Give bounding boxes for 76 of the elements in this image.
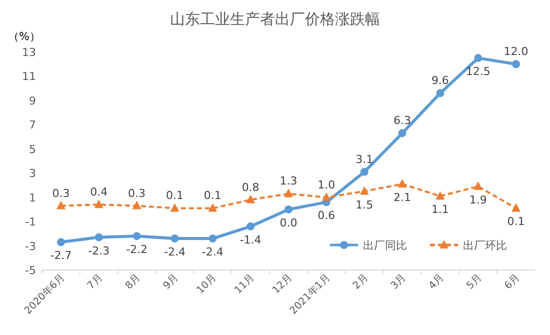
point — [94, 233, 103, 242]
data-label: 6.3 — [394, 114, 412, 128]
point — [436, 89, 444, 98]
point — [360, 186, 369, 195]
point — [360, 168, 368, 176]
y-axis-title: （%） — [8, 30, 40, 43]
x-tick-label: 5月 — [464, 272, 484, 292]
data-label: -1.4 — [240, 233, 262, 246]
point — [246, 194, 256, 204]
x-tick-label: 6月 — [502, 272, 522, 292]
point — [474, 54, 482, 62]
data-label: 3.1 — [356, 152, 374, 166]
data-label: 0.1 — [204, 189, 222, 202]
legend-label: 出厂环比 — [463, 239, 507, 252]
data-label: 9.6 — [431, 74, 449, 88]
y-tick-label: 3 — [29, 167, 36, 180]
data-label: 1.3 — [280, 174, 298, 188]
x-tick-label: 8月 — [124, 272, 143, 292]
data-label: 12.0 — [504, 45, 528, 58]
point — [56, 200, 66, 210]
x-tick-label: 10月 — [194, 272, 219, 296]
legend-label: 出厂同比 — [363, 239, 407, 252]
point — [284, 205, 292, 214]
data-label: -2.7 — [50, 249, 72, 262]
data-label: 0.4 — [90, 186, 108, 199]
data-label: 0.8 — [242, 180, 260, 194]
point — [246, 222, 255, 230]
data-label: 1.1 — [431, 203, 449, 216]
y-tick-label: -5 — [25, 264, 36, 277]
x-tick-label: 3月 — [389, 272, 408, 292]
y-tick-label: 1 — [29, 191, 36, 204]
point — [170, 234, 179, 243]
data-label: -2.3 — [88, 244, 110, 258]
data-label: 0.0 — [280, 216, 298, 230]
point — [208, 234, 217, 243]
x-tick-label: 12月 — [270, 272, 295, 296]
data-label: 12.5 — [466, 65, 490, 78]
point — [436, 191, 445, 200]
y-tick-label: 13 — [22, 46, 36, 59]
data-label: 1.9 — [469, 193, 487, 206]
y-tick-label: 9 — [29, 94, 36, 108]
point — [398, 179, 407, 188]
y-tick-label: -1 — [25, 216, 36, 229]
point — [284, 188, 293, 198]
data-label: 0.6 — [318, 209, 336, 222]
point — [512, 60, 520, 68]
point — [208, 203, 218, 212]
x-tick-label: 7月 — [86, 272, 106, 292]
x-tick-label: 2月 — [351, 272, 370, 292]
x-tick-label: 9月 — [161, 272, 181, 292]
x-tick-label: 4月 — [426, 272, 446, 292]
data-label: 0.1 — [507, 215, 525, 228]
x-tick-label: 11月 — [232, 272, 257, 296]
point — [170, 203, 180, 212]
point — [132, 200, 142, 210]
chart-title: 山东工业生产者出厂价格涨跌幅 — [170, 10, 380, 28]
data-label: 0.3 — [52, 186, 70, 200]
data-label: 0.1 — [166, 189, 184, 202]
data-label: 0.3 — [128, 186, 146, 200]
point — [94, 200, 104, 208]
point — [132, 232, 141, 240]
y-tick-label: 5 — [29, 142, 36, 156]
point — [512, 203, 521, 212]
data-label: -2.4 — [202, 246, 224, 259]
data-label: -2.2 — [126, 243, 148, 256]
data-label: 2.1 — [394, 191, 412, 204]
y-tick-label: 7 — [29, 118, 36, 132]
data-label: -2.4 — [164, 246, 186, 259]
point — [398, 129, 406, 138]
data-label: 1.5 — [356, 198, 374, 212]
point — [474, 181, 483, 190]
y-tick-label: 11 — [22, 70, 36, 84]
y-tick-label: -3 — [25, 240, 36, 253]
point — [322, 192, 331, 201]
data-label: 1.0 — [318, 178, 336, 192]
point — [56, 238, 65, 246]
